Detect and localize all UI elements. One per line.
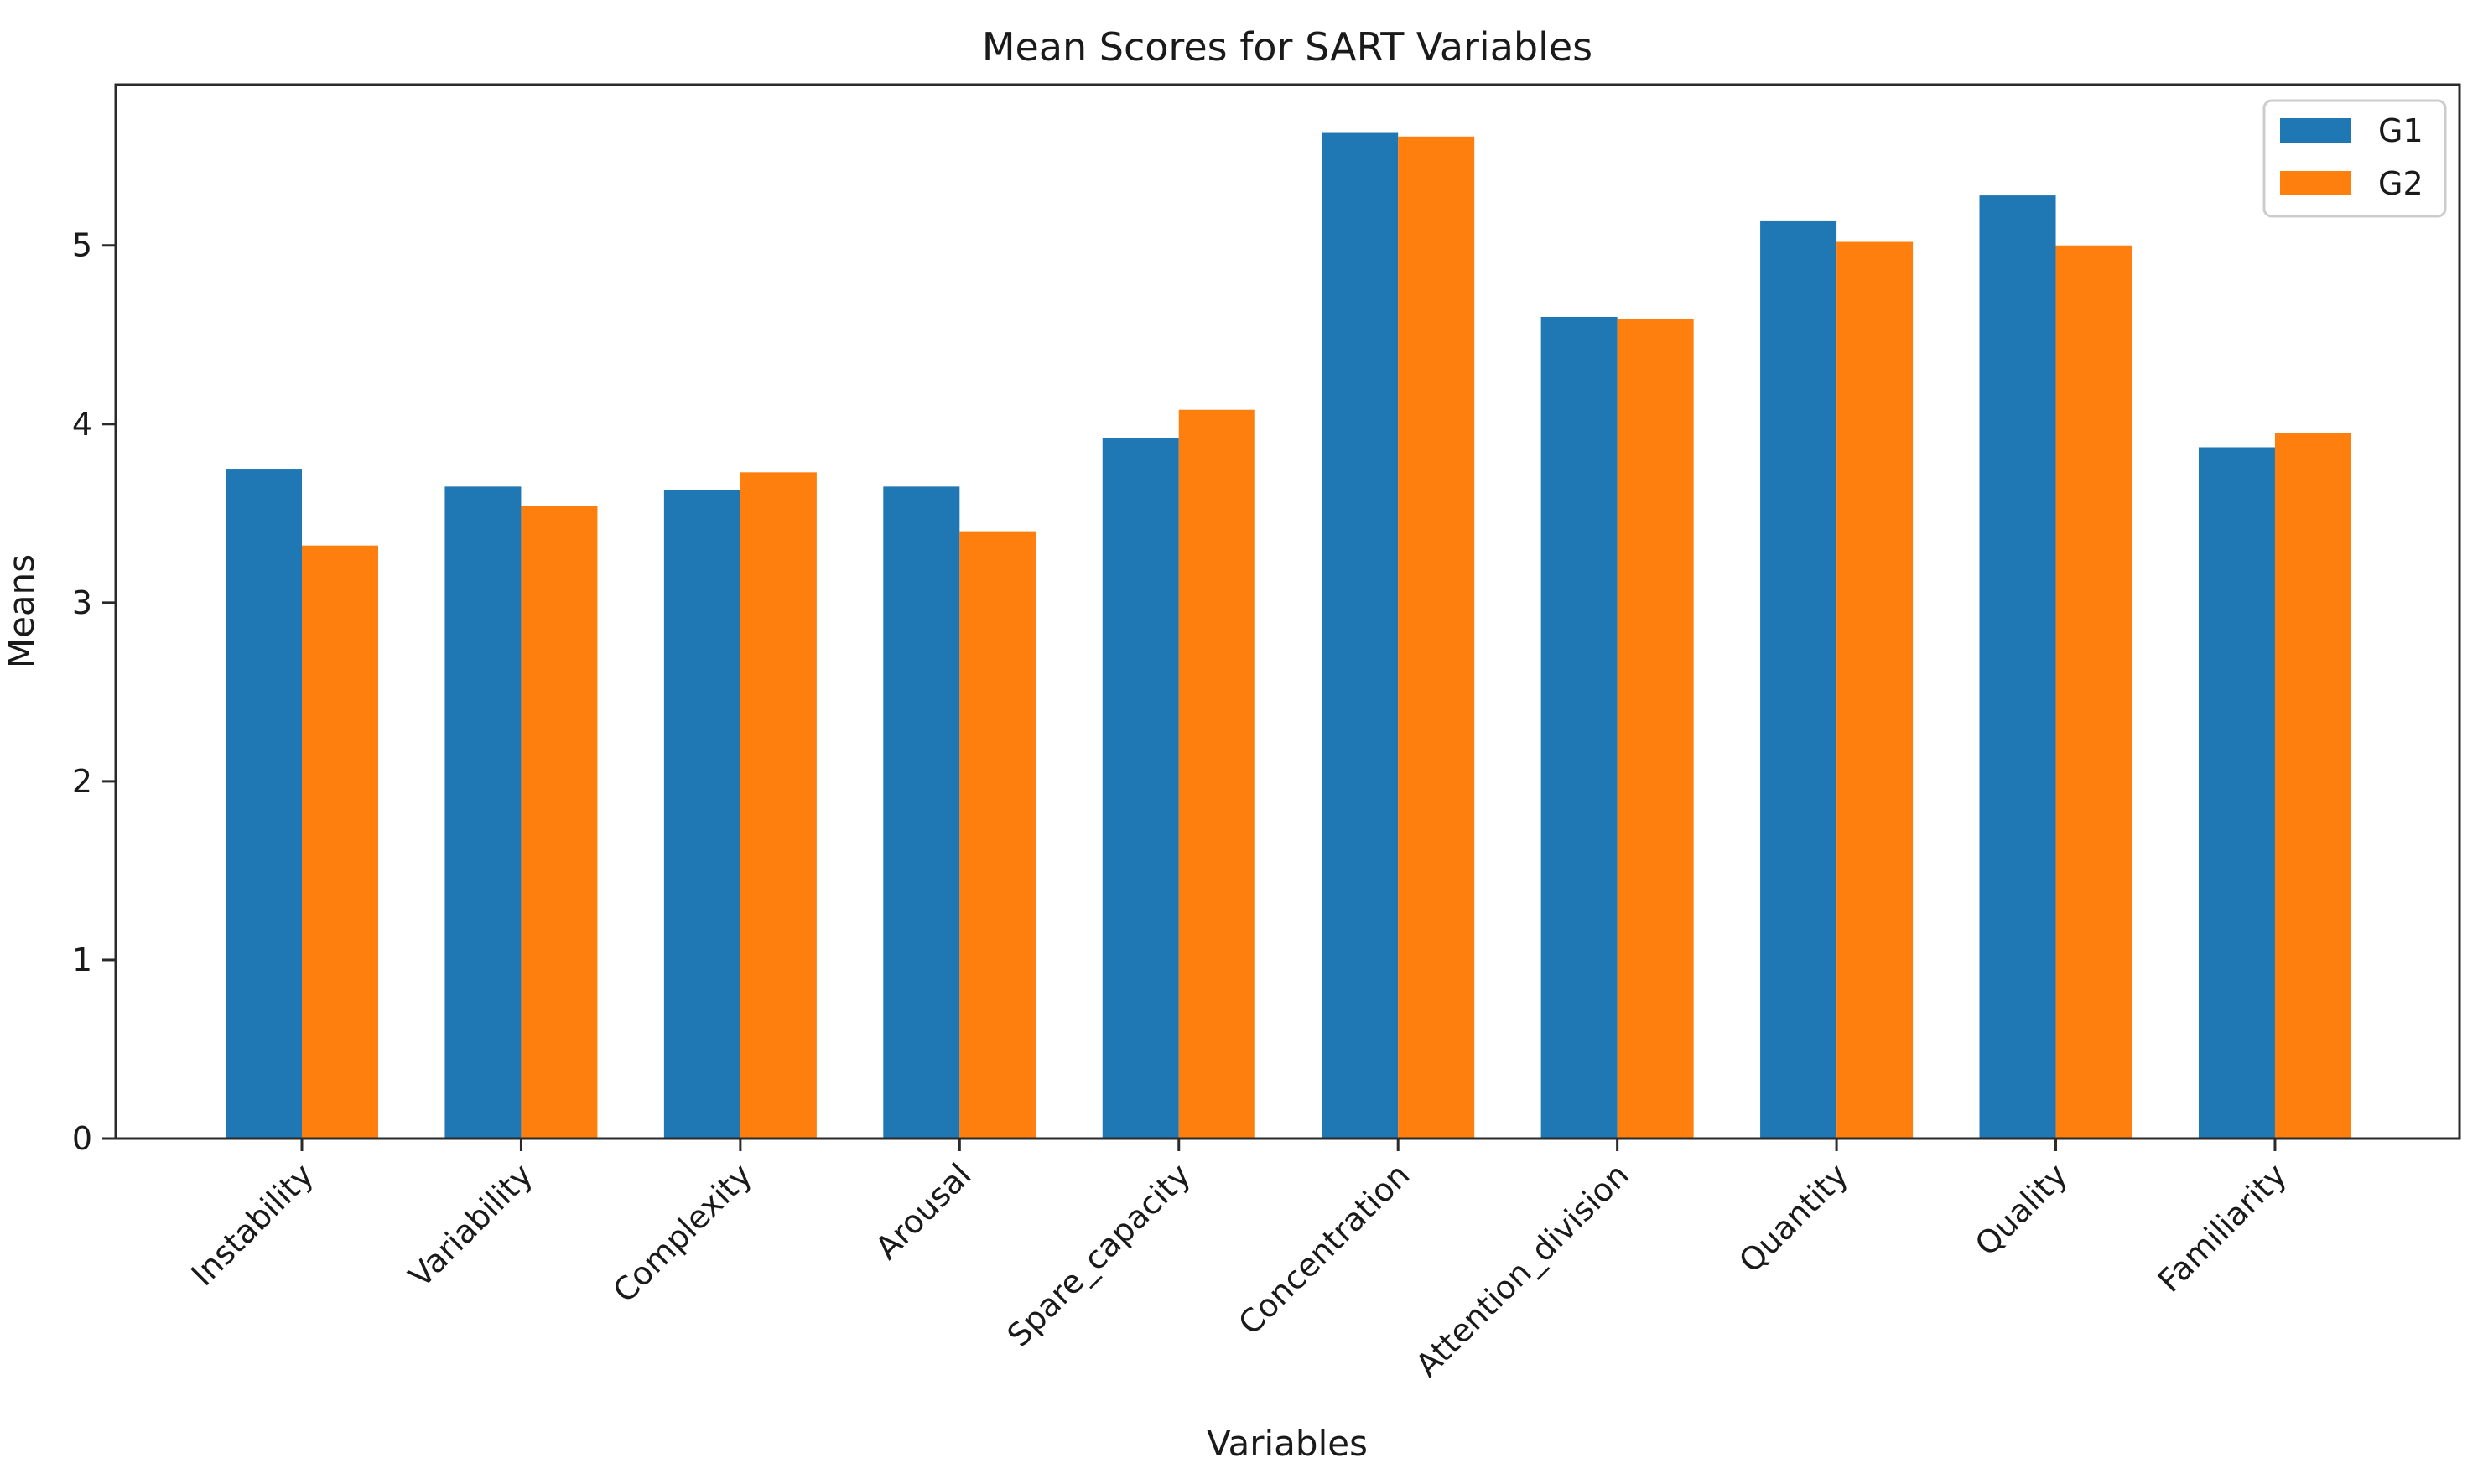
bar-g2-quantity xyxy=(1836,241,1914,1139)
x-tick-label-attention_division: Attention_division xyxy=(1409,1156,1636,1383)
y-tick-label-4: 4 xyxy=(72,406,92,443)
x-tick-label-spare_capacity: Spare_capacity xyxy=(1000,1156,1198,1354)
y-tick-label-1: 1 xyxy=(72,942,92,978)
x-tick-label-familiarity: Familiarity xyxy=(2151,1156,2294,1300)
x-axis-ticks: Instability Variability Complexity Arousal S… xyxy=(184,1139,2293,1384)
x-tick-label-concentration: Concentration xyxy=(1231,1156,1416,1341)
chart-title: Mean Scores for SART Variables xyxy=(982,24,1592,70)
bar-g2-attention_division xyxy=(1617,319,1694,1139)
x-tick-label-quality: Quality xyxy=(1968,1156,2075,1263)
plot-frame xyxy=(114,83,2461,1140)
bar-g2-concentration xyxy=(1398,136,1475,1139)
y-tick-label-5: 5 xyxy=(72,227,92,264)
legend: G1 G2 xyxy=(2262,99,2447,218)
y-tick-label-0: 0 xyxy=(72,1120,92,1157)
y-tick-label-3: 3 xyxy=(72,584,92,621)
bar-g1-variability xyxy=(444,486,522,1139)
y-axis-ticks: 0 1 2 3 4 5 xyxy=(72,227,116,1157)
y-tick-label-2: 2 xyxy=(72,763,92,800)
bar-g2-instability xyxy=(302,545,378,1139)
y-axis-label: Means xyxy=(1,554,42,668)
x-tick-label-arousal: Arousal xyxy=(868,1156,978,1266)
bar-g1-attention_division xyxy=(1540,316,1618,1139)
bar-g1-quantity xyxy=(1760,220,1837,1139)
bar-g1-familiarity xyxy=(2198,447,2275,1139)
x-tick-label-complexity: Complexity xyxy=(605,1156,759,1310)
bar-g2-arousal xyxy=(959,531,1036,1139)
legend-swatch-g2 xyxy=(2280,171,2351,195)
x-tick-label-variability: Variability xyxy=(402,1156,540,1295)
bar-g2-complexity xyxy=(740,472,817,1139)
bar-g2-quality xyxy=(2055,245,2132,1139)
bar-g1-spare_capacity xyxy=(1102,438,1179,1139)
bar-g1-concentration xyxy=(1322,132,1399,1139)
legend-label-g1: G1 xyxy=(2378,112,2423,149)
bar-g1-arousal xyxy=(883,486,960,1139)
bar-g2-familiarity xyxy=(2274,433,2351,1139)
x-axis-label: Variables xyxy=(1207,1423,1368,1464)
bar-g1-instability xyxy=(226,469,302,1139)
bar-g1-quality xyxy=(1979,195,2056,1139)
x-tick-label-instability: Instability xyxy=(184,1156,320,1293)
x-tick-label-quantity: Quantity xyxy=(1732,1156,1855,1279)
legend-swatch-g1 xyxy=(2280,118,2351,143)
bar-g2-spare_capacity xyxy=(1178,409,1255,1139)
bar-g1-complexity xyxy=(663,490,740,1139)
bars-layer xyxy=(226,132,2351,1139)
legend-label-g2: G2 xyxy=(2378,165,2423,202)
bar-g2-variability xyxy=(521,506,598,1139)
